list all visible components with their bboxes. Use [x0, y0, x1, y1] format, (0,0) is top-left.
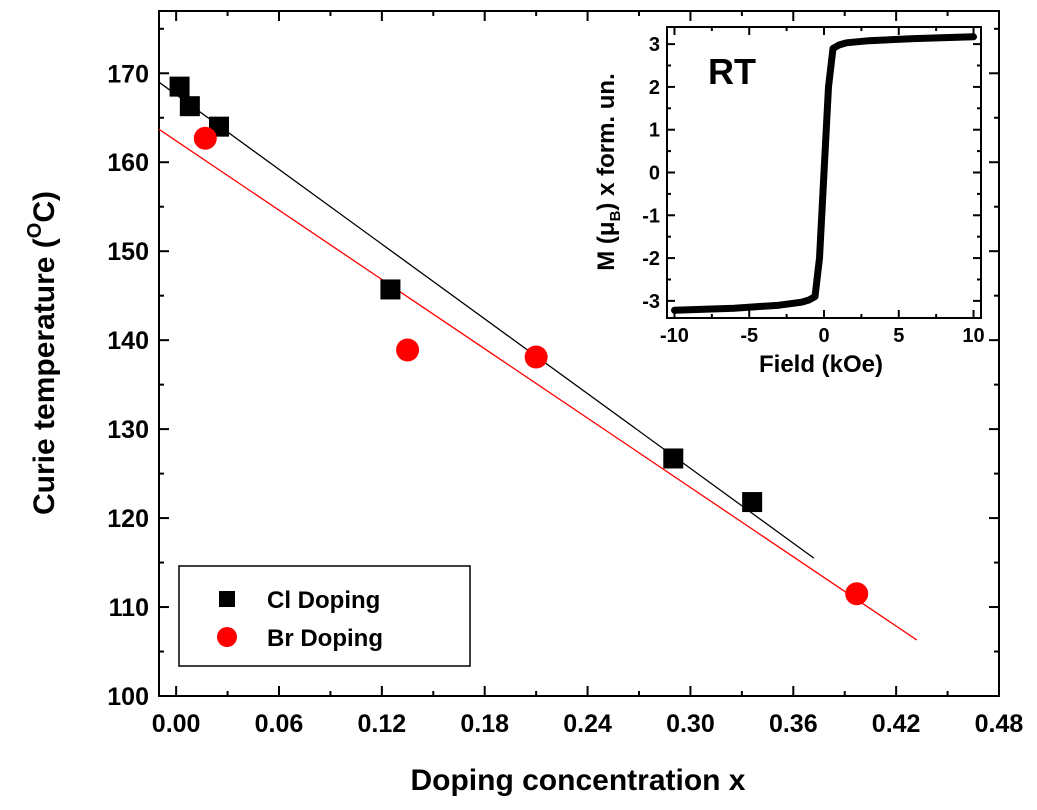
inset-x-axis-title: Field (kOe): [759, 351, 883, 378]
x-tick-label: 0.00: [152, 710, 201, 738]
y-axis-title: Curie temperature (OC): [24, 191, 61, 515]
x-tick-label: 0.30: [666, 710, 715, 738]
inset-y-tick-label: 1: [649, 120, 660, 142]
x-tick-label: 0.18: [460, 710, 509, 738]
y-axis-title-sup: O: [24, 223, 46, 239]
main-ticks: [159, 11, 1000, 697]
inset-y-tick-label: -1: [642, 205, 660, 227]
cl-data-point: [663, 448, 684, 469]
br-fit-line: [158, 128, 918, 641]
x-tick-label: 0.24: [563, 710, 612, 738]
x-tick-label: 0.06: [255, 710, 304, 738]
legend-marker-cl: [219, 591, 235, 607]
inset-y-axis-title: M (μB) x form. un.: [593, 73, 624, 271]
inset-y-title-a: M (: [593, 236, 620, 271]
main-y-tick-labels: 100 110 120 130 140 150 160 170: [107, 60, 149, 711]
inset-annotation-rt: RT: [708, 51, 756, 92]
cl-data-point: [169, 76, 190, 97]
main-fit-lines: [158, 81, 918, 641]
x-axis-title: Doping concentration x: [410, 764, 745, 797]
y-tick-label: 160: [107, 149, 149, 177]
inset-x-tick-label: 5: [893, 325, 904, 347]
br-data-point: [524, 345, 548, 369]
legend-label-br: Br Doping: [267, 625, 383, 652]
x-tick-label: 0.48: [975, 710, 1024, 738]
inset-y-tick-labels: -3 -2 -1 0 1 2 3: [642, 34, 660, 313]
x-tick-label: 0.36: [769, 710, 818, 738]
legend-label-cl: Cl Doping: [267, 587, 380, 614]
inset-y-title-sub: B: [607, 210, 624, 221]
inset-y-tick-label: 3: [649, 34, 660, 56]
y-tick-label: 170: [107, 60, 149, 88]
y-axis-title-main: Curie temperature (: [28, 238, 61, 515]
y-tick-label: 110: [109, 594, 149, 622]
inset-x-tick-label: 10: [962, 325, 984, 347]
br-data-point: [396, 338, 420, 362]
br-data-point: [193, 126, 217, 150]
cl-fit-line: [158, 81, 815, 559]
inset-y-tick-label: -3: [642, 291, 660, 313]
main-data-points: [169, 76, 869, 606]
x-tick-label: 0.12: [358, 710, 407, 738]
br-data-point: [845, 582, 869, 606]
inset-x-tick-labels: -10 -5 0 5 10: [660, 325, 985, 347]
inset-y-tick-label: -2: [642, 248, 660, 270]
inset-x-tick-label: 0: [818, 325, 829, 347]
inset-y-title-b: ) x form. un.: [593, 73, 620, 210]
y-tick-label: 130: [107, 416, 149, 444]
y-tick-label: 140: [107, 327, 149, 355]
legend-marker-br: [217, 627, 237, 647]
x-tick-label: 0.42: [872, 710, 921, 738]
y-tick-label: 150: [107, 238, 149, 266]
y-tick-label: 120: [107, 505, 149, 533]
inset-y-title-mu: μ: [593, 221, 620, 236]
y-tick-label: 100: [107, 683, 149, 711]
main-plot-frame: [158, 10, 1000, 697]
cl-data-point: [380, 279, 401, 300]
inset-y-tick-label: 2: [649, 77, 660, 99]
main-x-tick-labels: 0.00 0.06 0.12 0.18 0.24 0.30 0.36 0.42 0.48: [152, 710, 1024, 738]
hysteresis-curve: [671, 33, 977, 314]
cl-data-point: [179, 96, 200, 117]
y-axis-title-end: C): [28, 191, 61, 223]
legend-box: [178, 565, 471, 667]
cl-data-point: [742, 492, 763, 513]
legend: Cl Doping Br Doping: [178, 565, 471, 667]
main-plot: 0.00 0.06 0.12 0.18 0.24 0.30 0.36 0.42 0.48 100…: [24, 10, 1024, 797]
inset-y-tick-label: 0: [649, 163, 660, 185]
inset-x-tick-label: -10: [660, 325, 689, 347]
inset-x-tick-label: -5: [740, 325, 758, 347]
